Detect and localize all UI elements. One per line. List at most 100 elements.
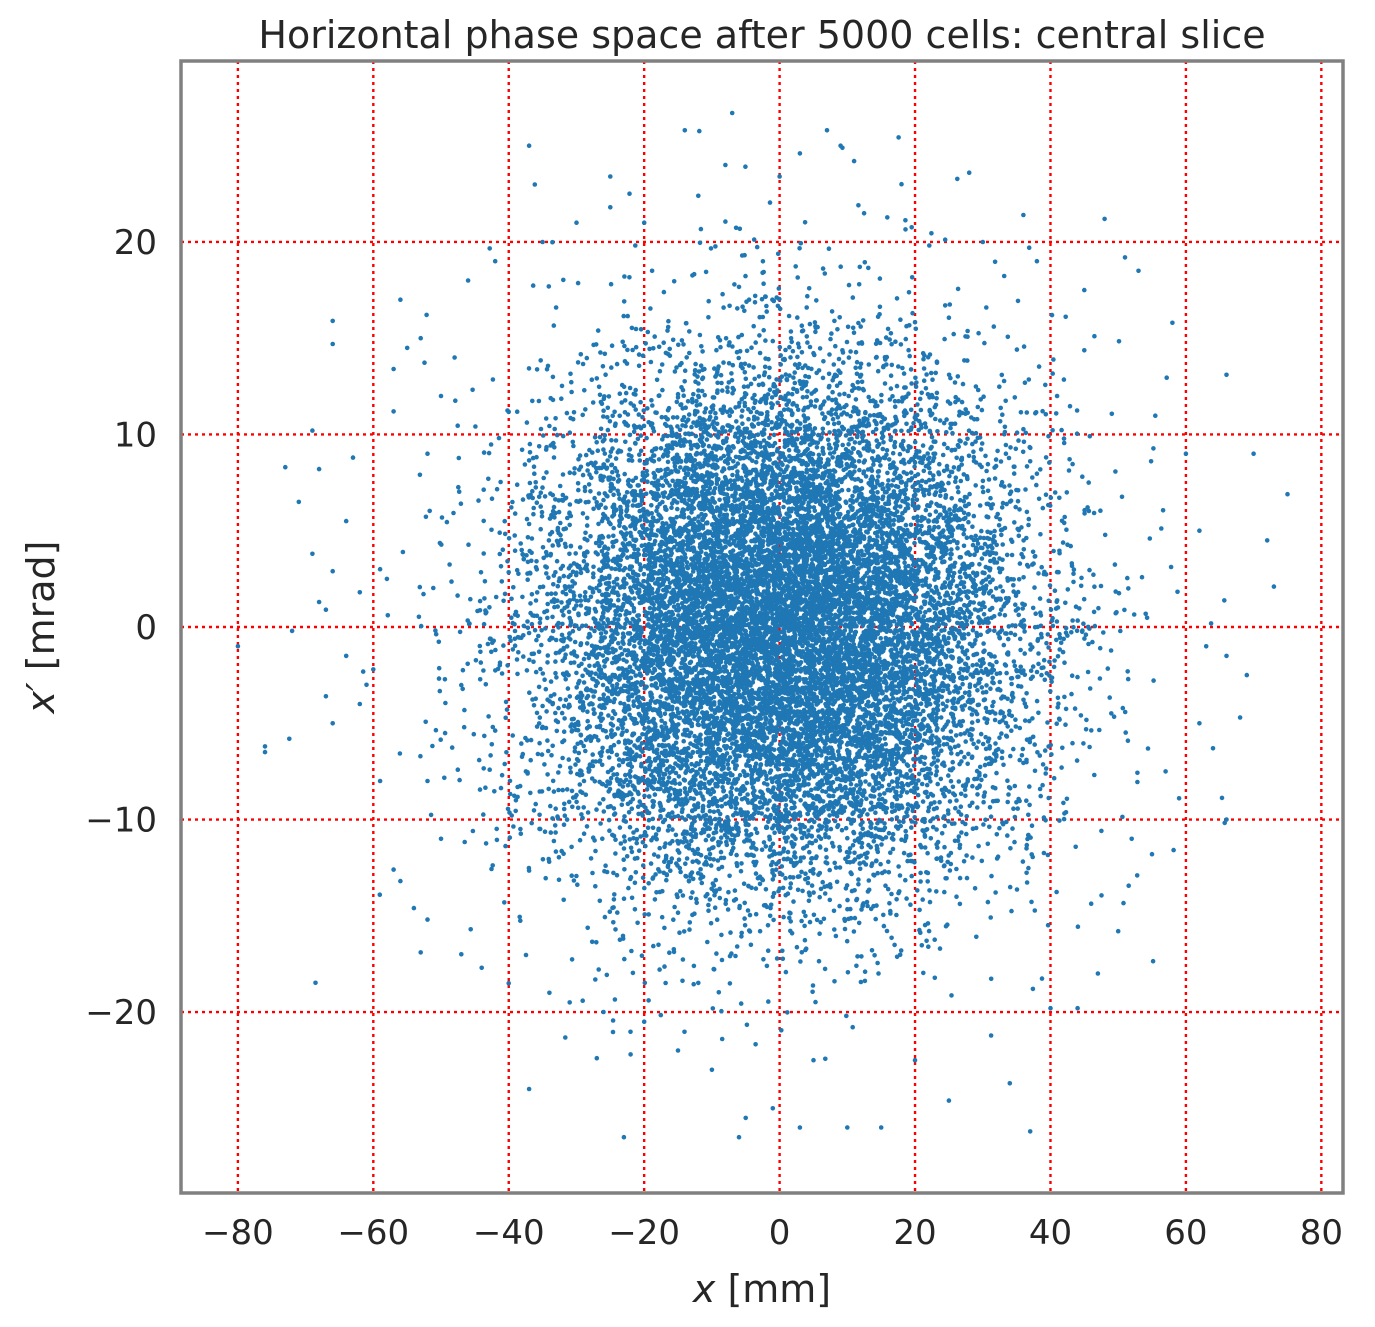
data-point: [691, 391, 696, 397]
data-point: [616, 597, 621, 603]
data-point: [481, 518, 487, 524]
data-point: [901, 371, 907, 376]
data-point: [568, 770, 573, 775]
data-point: [985, 739, 991, 744]
data-point: [1003, 398, 1008, 404]
data-point: [914, 497, 920, 503]
data-point: [1081, 741, 1086, 746]
data-point: [962, 690, 968, 696]
data-point: [739, 861, 744, 866]
data-point: [980, 485, 985, 490]
data-point: [652, 792, 658, 797]
data-point: [1027, 802, 1032, 808]
data-point: [826, 371, 832, 377]
data-point: [1087, 686, 1093, 691]
data-point: [813, 786, 818, 791]
data-point: [1014, 347, 1020, 352]
data-point: [618, 645, 623, 651]
data-point: [980, 489, 986, 495]
data-point: [545, 601, 550, 607]
data-point: [1001, 273, 1007, 279]
data-point: [645, 329, 651, 335]
data-point: [670, 827, 675, 832]
data-point: [881, 364, 886, 370]
data-point: [982, 773, 988, 779]
data-point: [609, 343, 615, 349]
data-point: [642, 726, 647, 731]
data-point: [678, 869, 683, 875]
data-point: [946, 811, 951, 816]
data-point: [806, 782, 811, 787]
data-point: [686, 879, 692, 884]
data-point: [641, 408, 646, 413]
data-point: [945, 698, 950, 704]
data-point: [506, 536, 512, 541]
data-point: [550, 778, 556, 784]
data-point: [518, 541, 523, 546]
data-point: [524, 516, 530, 522]
data-point: [926, 928, 932, 934]
data-point: [607, 828, 612, 833]
data-point: [992, 654, 997, 659]
data-point: [537, 812, 542, 818]
data-point: [556, 770, 561, 775]
data-point: [694, 398, 699, 404]
data-point: [686, 412, 692, 417]
data-point: [797, 246, 802, 251]
data-point: [547, 423, 552, 429]
data-point: [631, 699, 636, 704]
data-point: [696, 514, 701, 519]
data-point: [483, 841, 489, 846]
data-point: [1024, 842, 1030, 848]
data-point: [1014, 667, 1019, 673]
data-point: [580, 511, 586, 516]
data-point: [975, 688, 980, 693]
data-point: [999, 505, 1005, 510]
data-point: [457, 777, 462, 783]
data-point: [666, 823, 672, 829]
data-point: [592, 435, 598, 440]
data-point: [617, 825, 623, 830]
data-point: [966, 751, 971, 757]
data-point: [866, 878, 872, 883]
data-point: [606, 394, 612, 399]
data-point: [783, 347, 788, 353]
data-point: [751, 323, 756, 329]
data-point: [783, 803, 789, 808]
data-point: [671, 917, 676, 922]
data-point: [831, 362, 837, 367]
data-point: [456, 455, 462, 461]
data-point: [505, 559, 510, 564]
data-point: [592, 779, 598, 784]
data-point: [553, 305, 559, 310]
data-point: [489, 527, 494, 533]
data-point: [763, 338, 768, 343]
data-point: [588, 534, 593, 539]
data-point: [909, 275, 915, 280]
data-point: [955, 546, 960, 551]
data-point: [592, 495, 597, 501]
data-point: [986, 477, 992, 482]
data-point: [910, 497, 915, 503]
data-points: [235, 110, 1290, 1140]
data-point: [562, 801, 567, 807]
data-point: [501, 643, 506, 648]
data-point: [638, 399, 643, 405]
data-point: [649, 268, 655, 274]
data-point: [956, 809, 961, 814]
data-point: [827, 430, 832, 435]
data-point: [1090, 639, 1095, 645]
data-point: [583, 748, 588, 754]
data-point: [875, 490, 880, 495]
data-point: [960, 681, 965, 687]
data-point: [927, 899, 933, 905]
data-point: [1052, 588, 1058, 593]
data-point: [970, 826, 976, 831]
data-point: [831, 908, 837, 914]
data-point: [623, 439, 628, 445]
data-point: [927, 888, 932, 893]
data-point: [650, 403, 655, 408]
data-point: [522, 462, 528, 467]
data-point: [548, 830, 554, 835]
